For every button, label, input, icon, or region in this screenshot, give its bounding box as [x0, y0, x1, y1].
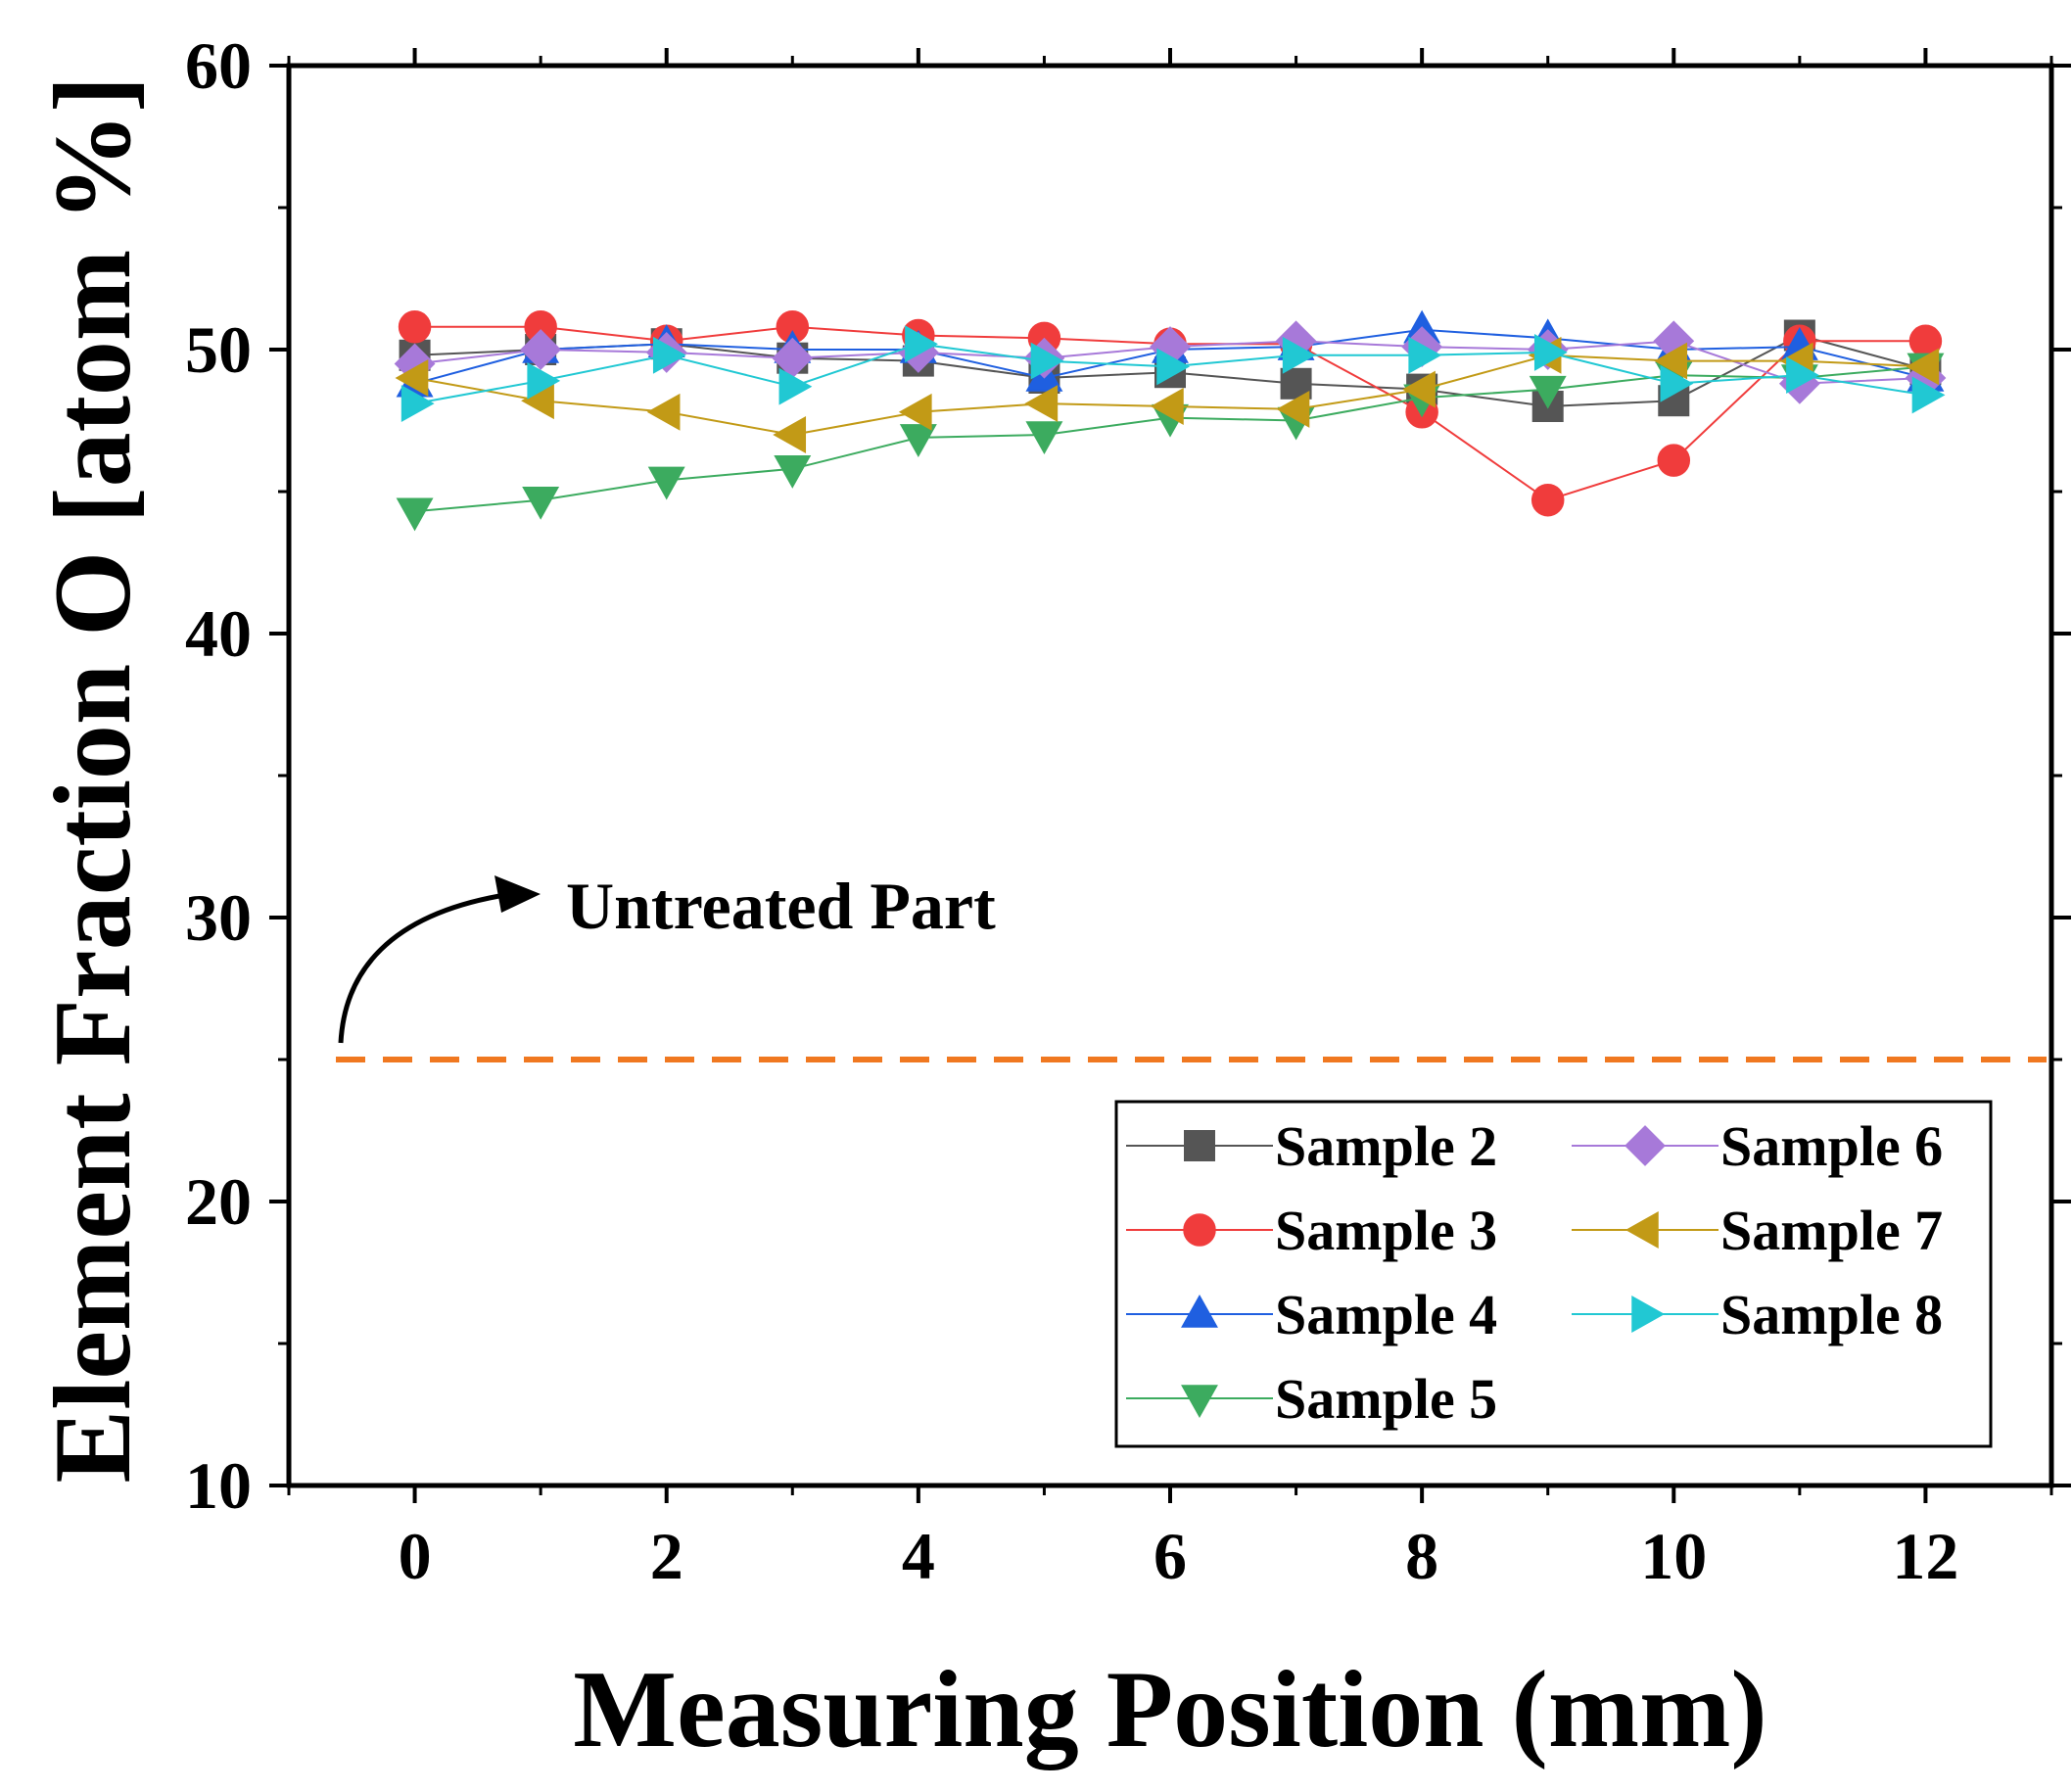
data-point [1150, 388, 1184, 425]
x-tick-label: 8 [1405, 1519, 1438, 1593]
x-tick-label: 0 [399, 1519, 432, 1593]
data-point [899, 424, 937, 457]
series-sample-8 [400, 325, 1946, 423]
legend: Sample 2 Sample 3 Sample 4 Sample 5 Sample 6… [1114, 1100, 1993, 1448]
data-point [1282, 336, 1316, 374]
legend-marker [1181, 1385, 1218, 1419]
legend-entry: Sample 8 [1572, 1283, 1943, 1346]
data-point [398, 310, 432, 344]
legend-marker [1181, 1294, 1218, 1328]
legend-entry: Sample 3 [1126, 1199, 1497, 1262]
data-point [652, 336, 686, 374]
y-tick-label: 20 [185, 1164, 252, 1239]
data-point [778, 367, 813, 405]
data-series [394, 309, 1947, 532]
legend-label: Sample 4 [1275, 1283, 1497, 1346]
data-point [396, 497, 434, 532]
data-point [774, 455, 812, 489]
data-point [1660, 364, 1694, 402]
legend-entry: Sample 4 [1126, 1283, 1497, 1346]
data-point [898, 393, 932, 431]
legend-marker [1631, 1296, 1666, 1333]
data-point [1156, 348, 1191, 386]
data-point [400, 385, 435, 423]
legend-entry: Sample 6 [1572, 1114, 1943, 1178]
data-point [647, 466, 685, 500]
data-point [1529, 375, 1567, 409]
legend-marker [1625, 1211, 1659, 1249]
x-axis-title: Measuring Position (mm) [573, 1649, 1766, 1770]
data-point [1786, 356, 1819, 395]
data-point [1657, 444, 1691, 477]
data-point [1906, 348, 1940, 386]
x-tick-label: 12 [1892, 1519, 1958, 1593]
data-point [1911, 376, 1946, 414]
axis-ticks: 0 2 4 6 8 10 12 10 20 30 40 50 60 [185, 28, 2071, 1593]
data-point [1402, 370, 1436, 408]
annotation-label: Untreated Part [566, 869, 996, 943]
data-point [1654, 342, 1688, 380]
data-point [905, 325, 938, 363]
x-tick-label: 10 [1640, 1519, 1707, 1593]
data-point [1276, 390, 1310, 428]
data-point [1530, 483, 1565, 517]
legend-label: Sample 8 [1720, 1283, 1943, 1346]
legend-marker [1183, 1213, 1216, 1247]
data-point [395, 359, 429, 397]
data-point [1030, 342, 1064, 380]
legend-entry: Sample 5 [1126, 1367, 1497, 1431]
y-tick-label: 10 [185, 1448, 252, 1523]
y-tick-label: 50 [185, 312, 252, 387]
legend-entry: Sample 7 [1572, 1199, 1943, 1262]
x-tick-label: 2 [650, 1519, 683, 1593]
y-tick-label: 30 [185, 880, 252, 955]
legend-label: Sample 6 [1720, 1114, 1943, 1178]
data-point [1408, 336, 1442, 374]
legend-entry: Sample 2 [1126, 1114, 1497, 1178]
data-point [520, 329, 562, 370]
x-tick-label: 6 [1154, 1519, 1187, 1593]
legend-label: Sample 5 [1275, 1367, 1497, 1431]
y-tick-label: 60 [185, 28, 252, 103]
data-point [1533, 333, 1568, 371]
legend-marker [1184, 1130, 1215, 1161]
data-point [527, 361, 561, 400]
legend-label: Sample 3 [1275, 1199, 1497, 1262]
annotation-arrow [338, 893, 500, 1044]
legend-label: Sample 7 [1720, 1199, 1943, 1262]
legend-box [1114, 1100, 1993, 1448]
annotation-arrowhead [494, 875, 541, 913]
data-point [646, 393, 681, 431]
data-point [522, 486, 560, 520]
y-tick-label: 40 [185, 596, 252, 671]
data-point [1025, 421, 1063, 455]
x-tick-label: 4 [902, 1519, 935, 1593]
legend-marker [1625, 1125, 1666, 1166]
y-axis-title: Element Fraction O [atom %] [32, 76, 154, 1484]
legend-label: Sample 2 [1275, 1114, 1497, 1178]
data-point [1024, 385, 1059, 423]
data-point [773, 416, 807, 453]
